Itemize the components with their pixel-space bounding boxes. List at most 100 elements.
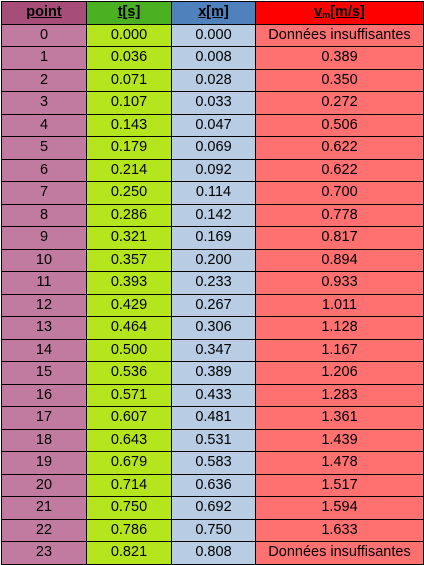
cell-velocity: 0.894 [255,248,424,272]
cell-time: 0.071 [86,68,172,92]
cell-position: 0.808 [171,541,256,565]
cell-point: 10 [1,248,87,272]
cell-time: 0.500 [86,338,172,362]
cell-time: 0.429 [86,293,172,317]
table-row: 15 0.536 0.389 1.206 [1,361,424,385]
cell-position: 0.000 [171,23,256,47]
header-row: point t[s] x[m] vm[m/s] [1,1,424,25]
cell-position: 0.750 [171,518,256,542]
cell-time: 0.036 [86,46,172,70]
cell-velocity: 0.700 [255,181,424,205]
table-row: 13 0.464 0.306 1.128 [1,316,424,340]
table-row: 14 0.500 0.347 1.167 [1,338,424,362]
cell-velocity: 1.361 [255,406,424,430]
table-row: 7 0.250 0.114 0.700 [1,181,424,205]
cell-point: 4 [1,113,87,137]
cell-position: 0.047 [171,113,256,137]
table-body: 0 0.000 0.000 Données insuffisantes 1 0.036 0.… [1,23,424,565]
cell-point: 15 [1,361,87,385]
cell-velocity: 1.594 [255,496,424,520]
cell-velocity: 1.517 [255,473,424,497]
cell-velocity: 1.633 [255,518,424,542]
cell-position: 0.692 [171,496,256,520]
cell-point: 5 [1,136,87,160]
cell-time: 0.821 [86,541,172,565]
cell-velocity: 0.778 [255,203,424,227]
cell-position: 0.092 [171,158,256,182]
cell-position: 0.389 [171,361,256,385]
cell-point: 18 [1,428,87,452]
table-row: 2 0.071 0.028 0.350 [1,68,424,92]
cell-time: 0.250 [86,181,172,205]
cell-point: 8 [1,203,87,227]
cell-velocity: Données insuffisantes [255,23,424,47]
table-row: 10 0.357 0.200 0.894 [1,248,424,272]
cell-point: 12 [1,293,87,317]
table-row: 12 0.429 0.267 1.011 [1,293,424,317]
cell-time: 0.643 [86,428,172,452]
cell-velocity: Données insuffisantes [255,541,424,565]
cell-point: 7 [1,181,87,205]
cell-position: 0.481 [171,406,256,430]
cell-point: 2 [1,68,87,92]
table-row: 6 0.214 0.092 0.622 [1,158,424,182]
cell-velocity: 0.272 [255,91,424,115]
table-row: 11 0.393 0.233 0.933 [1,271,424,295]
cell-time: 0.714 [86,473,172,497]
table-row: 5 0.179 0.069 0.622 [1,136,424,160]
cell-time: 0.536 [86,361,172,385]
cell-point: 0 [1,23,87,47]
cell-velocity: 0.817 [255,226,424,250]
cell-time: 0.786 [86,518,172,542]
cell-position: 0.169 [171,226,256,250]
header-time: t[s] [86,1,172,25]
cell-point: 3 [1,91,87,115]
table-row: 16 0.571 0.433 1.283 [1,383,424,407]
cell-time: 0.607 [86,406,172,430]
table-row: 22 0.786 0.750 1.633 [1,518,424,542]
cell-position: 0.531 [171,428,256,452]
cell-time: 0.107 [86,91,172,115]
cell-position: 0.267 [171,293,256,317]
cell-velocity: 1.011 [255,293,424,317]
cell-point: 21 [1,496,87,520]
cell-velocity: 0.622 [255,136,424,160]
cell-position: 0.200 [171,248,256,272]
cell-position: 0.636 [171,473,256,497]
cell-time: 0.464 [86,316,172,340]
cell-velocity: 1.478 [255,451,424,475]
cell-position: 0.433 [171,383,256,407]
cell-point: 19 [1,451,87,475]
cell-velocity: 0.389 [255,46,424,70]
cell-time: 0.571 [86,383,172,407]
header-point: point [1,1,87,25]
cell-position: 0.583 [171,451,256,475]
cell-point: 1 [1,46,87,70]
cell-time: 0.179 [86,136,172,160]
cell-time: 0.679 [86,451,172,475]
header-velocity-unit: [m/s] [330,4,365,21]
cell-point: 20 [1,473,87,497]
cell-velocity: 0.622 [255,158,424,182]
table-row: 8 0.286 0.142 0.778 [1,203,424,227]
header-velocity-symbol: v [314,4,323,21]
cell-time: 0.000 [86,23,172,47]
header-position: x[m] [171,1,256,25]
cell-velocity: 1.206 [255,361,424,385]
cell-time: 0.750 [86,496,172,520]
table-row: 1 0.036 0.008 0.389 [1,46,424,70]
cell-position: 0.069 [171,136,256,160]
table-row: 19 0.679 0.583 1.478 [1,451,424,475]
cell-position: 0.028 [171,68,256,92]
table-row: 4 0.143 0.047 0.506 [1,113,424,137]
cell-velocity: 0.350 [255,68,424,92]
cell-position: 0.114 [171,181,256,205]
cell-position: 0.306 [171,316,256,340]
cell-velocity: 0.506 [255,113,424,137]
table-row: 20 0.714 0.636 1.517 [1,473,424,497]
cell-point: 23 [1,541,87,565]
cell-velocity: 1.128 [255,316,424,340]
cell-point: 22 [1,518,87,542]
table-row: 23 0.821 0.808 Données insuffisantes [1,541,424,565]
